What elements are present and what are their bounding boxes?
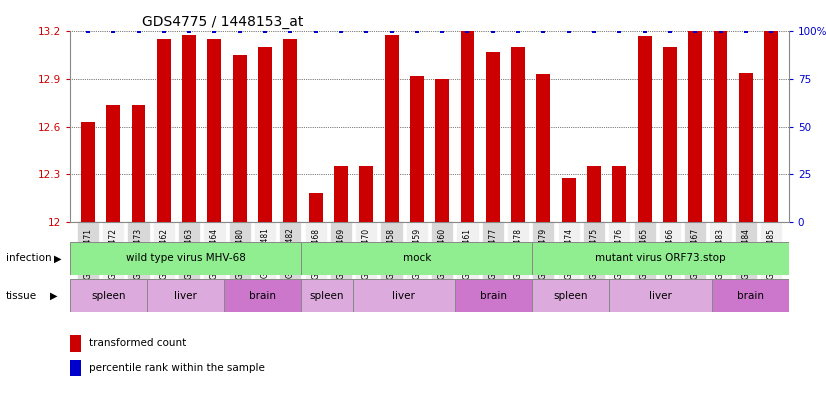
- Bar: [309, 193, 323, 222]
- Bar: [461, 31, 474, 222]
- Text: spleen: spleen: [310, 291, 344, 301]
- Bar: [224, 279, 301, 312]
- Bar: [738, 73, 752, 222]
- Bar: [283, 39, 297, 222]
- Bar: [301, 279, 353, 312]
- Bar: [183, 35, 196, 222]
- Bar: [562, 178, 576, 222]
- Text: brain: brain: [737, 291, 764, 301]
- Bar: [233, 55, 247, 222]
- Text: GDS4775 / 1448153_at: GDS4775 / 1448153_at: [142, 15, 303, 29]
- Text: liver: liver: [174, 291, 197, 301]
- Bar: [147, 279, 224, 312]
- Bar: [455, 279, 532, 312]
- Bar: [536, 74, 550, 222]
- Bar: [511, 47, 525, 222]
- Bar: [359, 167, 373, 222]
- Bar: [486, 52, 500, 222]
- Bar: [207, 39, 221, 222]
- Bar: [353, 279, 455, 312]
- Text: wild type virus MHV-68: wild type virus MHV-68: [126, 253, 245, 263]
- Bar: [258, 47, 272, 222]
- Bar: [70, 279, 147, 312]
- Bar: [609, 279, 712, 312]
- Bar: [587, 167, 601, 222]
- Bar: [131, 105, 145, 222]
- Text: infection: infection: [6, 253, 51, 263]
- Text: liver: liver: [649, 291, 672, 301]
- Text: liver: liver: [392, 291, 415, 301]
- Text: ▶: ▶: [50, 291, 57, 301]
- Text: tissue: tissue: [6, 291, 37, 301]
- Text: brain: brain: [480, 291, 507, 301]
- Text: transformed count: transformed count: [89, 338, 186, 349]
- Text: ▶: ▶: [54, 253, 61, 263]
- Bar: [410, 76, 424, 222]
- Text: brain: brain: [249, 291, 276, 301]
- Bar: [157, 39, 171, 222]
- Bar: [638, 36, 652, 222]
- Bar: [435, 79, 449, 222]
- Bar: [612, 167, 626, 222]
- Text: percentile rank within the sample: percentile rank within the sample: [89, 363, 264, 373]
- Bar: [107, 105, 121, 222]
- Bar: [712, 279, 789, 312]
- Text: mock: mock: [402, 253, 431, 263]
- Text: spleen: spleen: [553, 291, 588, 301]
- Bar: [688, 31, 702, 222]
- Bar: [663, 47, 676, 222]
- Bar: [764, 31, 778, 222]
- Bar: [334, 167, 348, 222]
- Bar: [301, 242, 532, 275]
- Bar: [385, 35, 398, 222]
- Bar: [532, 279, 609, 312]
- Bar: [70, 335, 81, 352]
- Bar: [532, 242, 789, 275]
- Bar: [70, 242, 301, 275]
- Bar: [70, 360, 81, 376]
- Bar: [714, 31, 728, 222]
- Text: mutant virus ORF73.stop: mutant virus ORF73.stop: [596, 253, 726, 263]
- Bar: [81, 122, 95, 222]
- Text: spleen: spleen: [92, 291, 126, 301]
